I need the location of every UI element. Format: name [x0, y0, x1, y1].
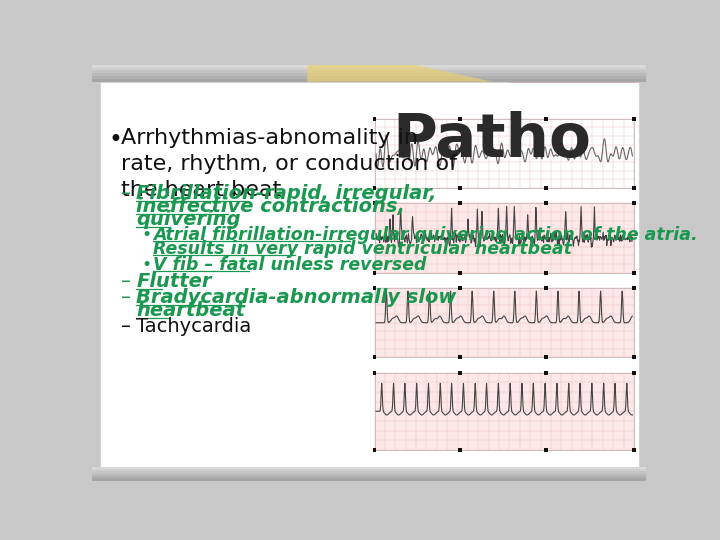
Bar [544, 355, 548, 359]
Bar [374, 288, 634, 357]
Bar [373, 271, 377, 275]
Bar [544, 448, 548, 452]
Text: –: – [121, 272, 131, 291]
Text: •: • [142, 226, 152, 245]
Bar [632, 186, 636, 190]
Bar [92, 76, 647, 79]
Bar [458, 371, 462, 375]
Bar [373, 448, 377, 452]
Bar [373, 186, 377, 190]
Text: Patho: Patho [392, 111, 591, 170]
Bar [374, 119, 634, 188]
Text: Flutter: Flutter [137, 272, 212, 291]
Bar [632, 371, 636, 375]
Bar [458, 186, 462, 190]
Bar [458, 271, 462, 275]
Bar [92, 476, 647, 478]
Text: Fibrillation-rapid, irregular,: Fibrillation-rapid, irregular, [137, 184, 437, 203]
Bar [544, 271, 548, 275]
Text: Results in very rapid ventricular heartbeat: Results in very rapid ventricular heartb… [153, 240, 572, 258]
Text: V fib – fatal unless reversed: V fib – fatal unless reversed [153, 256, 427, 274]
Text: Arrhythmias-abnomality in: Arrhythmias-abnomality in [121, 128, 418, 148]
Text: rate, rhythm, or conduction of: rate, rhythm, or conduction of [121, 154, 457, 174]
Bar [92, 471, 647, 474]
Bar [458, 201, 462, 205]
Bar [373, 355, 377, 359]
Bar [544, 286, 548, 290]
Bar [458, 355, 462, 359]
Text: –: – [121, 184, 131, 203]
Polygon shape [361, 342, 639, 467]
Bar [374, 204, 634, 273]
Text: quivering: quivering [137, 211, 241, 229]
Bar [373, 201, 377, 205]
Bar [544, 186, 548, 190]
Bar [92, 474, 647, 476]
Bar [632, 117, 636, 120]
Text: Tachycardia: Tachycardia [137, 318, 252, 336]
Bar [92, 478, 647, 481]
Bar [632, 286, 636, 290]
Bar [92, 68, 647, 70]
Text: Bradycardia-abnormally slow: Bradycardia-abnormally slow [137, 288, 456, 307]
Bar [373, 286, 377, 290]
Bar [374, 373, 634, 450]
Bar [458, 117, 462, 120]
Bar [544, 117, 548, 120]
Bar [632, 201, 636, 205]
Bar [544, 201, 548, 205]
Bar [373, 117, 377, 120]
Bar [92, 70, 647, 73]
Bar [632, 448, 636, 452]
Bar [632, 271, 636, 275]
Text: •: • [142, 256, 152, 274]
Bar [373, 371, 377, 375]
Text: •: • [109, 128, 122, 152]
Bar [632, 355, 636, 359]
Polygon shape [508, 82, 639, 142]
Bar [92, 73, 647, 76]
Text: ineffective contractions,: ineffective contractions, [137, 197, 405, 216]
Text: –: – [121, 318, 131, 336]
Text: heartbeat: heartbeat [137, 301, 246, 320]
Polygon shape [307, 65, 492, 82]
Bar [92, 469, 647, 471]
Text: –: – [121, 288, 131, 307]
Bar [458, 448, 462, 452]
Text: the heart beat: the heart beat [121, 180, 282, 200]
Text: Atrial fibrillation-irregular quivering action of the atria.: Atrial fibrillation-irregular quivering … [153, 226, 698, 245]
Bar [92, 65, 647, 68]
Bar [92, 467, 647, 469]
Bar [458, 286, 462, 290]
Bar [92, 79, 647, 82]
Bar [544, 371, 548, 375]
